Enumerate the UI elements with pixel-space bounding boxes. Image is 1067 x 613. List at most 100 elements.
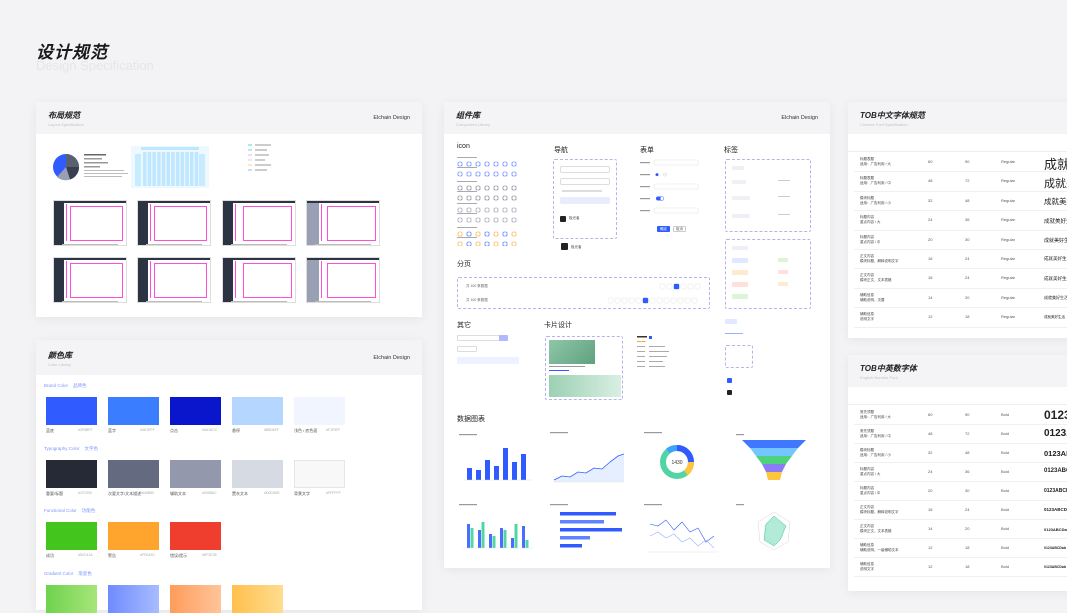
color-swatch-code: #646B80 [140, 491, 155, 495]
tag-add-icon[interactable] [727, 378, 732, 383]
pagination-page [677, 297, 684, 304]
chart-title [459, 504, 477, 506]
font-row-sub: 重点内容 / 大 [860, 472, 881, 476]
font-row-desc: 辅助信息 [860, 562, 874, 566]
card-subtitle: Component Library [456, 122, 491, 127]
font-lineheight-value: 36 [965, 469, 970, 474]
icon-glyph [502, 171, 508, 177]
icon-grid [457, 157, 517, 246]
thumb-content-guide [327, 263, 376, 298]
chart-bar [476, 470, 481, 480]
icon-glyph [484, 241, 490, 246]
grid-column [180, 152, 185, 186]
chart-bar [485, 460, 490, 480]
tag-chip [725, 319, 737, 324]
section-tag: 标签 [724, 147, 738, 154]
layout-thumbnail [222, 257, 296, 303]
icon-glyph [511, 207, 517, 213]
table-row-divider [854, 500, 1067, 501]
card-title: 颜色库 [48, 351, 72, 360]
chart-title [459, 434, 477, 436]
icon-row-label [457, 213, 477, 214]
nav-user-name: 极光者 [569, 216, 580, 220]
pagination-page [666, 283, 673, 290]
icon-row-label [457, 191, 477, 192]
confirm-button[interactable]: 确定 [657, 226, 670, 232]
icon-glyph [466, 185, 472, 191]
table-row-divider [854, 538, 1067, 539]
thumb-guide [235, 204, 237, 241]
font-sample: 成就美好生活 [1044, 256, 1067, 262]
color-swatch [108, 460, 159, 488]
table-row-divider [854, 326, 1067, 328]
table-row-divider [854, 268, 1067, 270]
font-lineheight-value: 90 [965, 159, 970, 164]
icon-glyph [475, 195, 481, 201]
tag-dropdown[interactable] [725, 345, 753, 368]
nav-item-active[interactable] [560, 197, 610, 204]
select-input[interactable] [457, 346, 477, 352]
chart-bar [514, 524, 518, 548]
thumb-guide [321, 261, 323, 298]
color-group-cn: 渐变色 [78, 571, 92, 576]
font-weight-value: Bold [1001, 488, 1010, 493]
font-sample: 成就美好生活 [1044, 237, 1067, 244]
thumb-sidebar [138, 203, 148, 245]
search-bar[interactable] [457, 357, 519, 364]
font-weight-value: Bold [1001, 545, 1010, 550]
font-size-value: 12 [928, 314, 933, 320]
font-row-sub: 模块标题，解释说明文字 [860, 510, 899, 514]
thumb-baseline [62, 244, 118, 245]
pagination-page [691, 297, 698, 304]
pagination-pages[interactable] [608, 282, 708, 308]
card-subtitle: English Number Font [860, 375, 898, 380]
search-button[interactable] [499, 335, 508, 341]
card-image [549, 375, 621, 397]
font-size-value: 14 [928, 294, 933, 300]
nav-item[interactable] [560, 178, 610, 185]
page-title: 设计规范 [36, 43, 108, 62]
chart-funnel [736, 434, 806, 480]
icon-glyph [484, 231, 490, 237]
font-row-sub: 适用：广告利用 / 中 [860, 434, 891, 438]
chart-bar-1 [459, 434, 533, 481]
tag-link[interactable] [725, 333, 743, 334]
cn-font-card: TOB中文字体规范 Chinese Font Specification 标题表… [848, 102, 1067, 338]
icon-glyph [475, 241, 481, 246]
card-subtitle: Color Library [48, 362, 71, 367]
font-sample: 成就 [1044, 157, 1067, 173]
thumb-sidebar [54, 260, 64, 302]
font-weight-value: Regular [1001, 197, 1016, 203]
layout-grid-illustration [131, 146, 209, 188]
pagination-total: 共 100 条数据 [466, 298, 488, 302]
font-row-desc: 常先须题 [860, 410, 874, 414]
table-row-divider [854, 576, 1067, 577]
color-swatch-name: 蓝字 [108, 428, 116, 433]
cancel-button[interactable]: 取消 [673, 226, 686, 232]
color-swatch-name: 错误/提示 [170, 553, 188, 558]
font-sample: 成就美 [1044, 177, 1067, 190]
font-row-sub: 适用：广告利用 / 中 [860, 181, 891, 186]
pagination-page [694, 283, 701, 290]
color-group-cn: 品牌色 [73, 383, 87, 388]
icon-glyph [502, 207, 508, 213]
layout-thumbnail [53, 200, 127, 246]
icon-glyph [466, 195, 472, 201]
nav-item[interactable] [560, 166, 610, 173]
card-header: TOB中英数字体 English Number Font [848, 355, 1067, 387]
font-weight-value: Bold [1001, 469, 1010, 474]
nav-subitem[interactable] [562, 190, 602, 192]
font-weight-value: Bold [1001, 431, 1010, 436]
font-size-value: 32 [928, 197, 933, 203]
color-swatch-code: #1F2330 [78, 491, 92, 495]
grid-column [166, 152, 170, 186]
search-input[interactable] [457, 335, 505, 341]
font-row-desc: 标题内容 [860, 234, 874, 239]
color-swatch [46, 460, 97, 488]
thumb-baseline [231, 301, 287, 302]
pagination-page [656, 297, 663, 304]
thumb-sidebar [223, 260, 233, 302]
font-sample: 0123ABCDab [1044, 545, 1066, 550]
font-sample: 成就美好生活 [1044, 218, 1067, 225]
font-row-desc: 常先须题 [860, 429, 874, 433]
